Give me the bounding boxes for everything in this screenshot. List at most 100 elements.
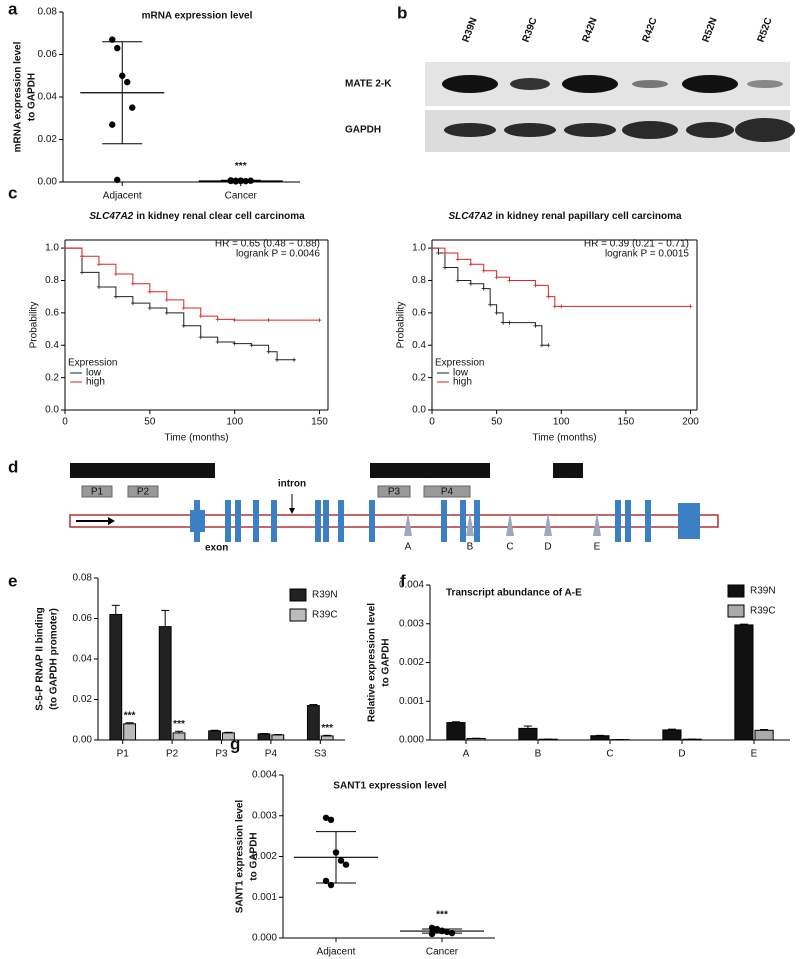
blot-band: [747, 80, 783, 88]
survival-step: [149, 307, 168, 313]
legend-title: Expression: [68, 358, 117, 369]
x-tick-label: 0: [62, 417, 68, 428]
exon: [460, 500, 466, 542]
survival-step: [490, 304, 498, 313]
primer-box: [377, 485, 411, 498]
y-tick-label: 0.000: [399, 735, 424, 746]
x-tick-label: 0: [429, 417, 435, 428]
transcript-label: E: [594, 542, 601, 553]
annotation: HR = 0.39 (0.21 − 0.71): [584, 239, 689, 250]
x-tick-label: 150: [618, 417, 635, 428]
data-point: [109, 36, 116, 43]
survival-step: [183, 307, 202, 317]
y-axis-label: SANT1 expression level: [235, 800, 246, 914]
survival-step: [98, 286, 117, 297]
legend-label: low: [453, 368, 469, 379]
title-text: in kidney renal papillary cell carcinoma: [495, 211, 682, 222]
bar: [123, 723, 137, 741]
survival-step: [535, 325, 543, 346]
data-point: [124, 78, 131, 86]
censor-mark: [546, 343, 551, 348]
y-tick-label: 0.6: [412, 307, 426, 318]
panel-label: f: [400, 571, 406, 590]
bar: [257, 733, 271, 741]
y-tick-label: 0.0: [412, 405, 426, 416]
data-point: [327, 816, 335, 824]
lane-label: R52C: [756, 16, 775, 44]
y-tick-label: 1.0: [412, 243, 426, 254]
exon: [235, 500, 241, 542]
bar: [172, 732, 186, 741]
y-axis-label: to GAPDH: [249, 832, 260, 880]
bar: [734, 624, 754, 741]
survival-step: [65, 247, 83, 257]
transcript-marker: [593, 512, 601, 536]
blot-band: [510, 78, 550, 90]
survival-step: [496, 276, 511, 281]
survival-step: [535, 284, 549, 297]
segment-box: [553, 463, 583, 478]
chart-title: mRNA expression level: [142, 11, 253, 22]
lane-label: R39C: [521, 16, 540, 44]
promoter-arrow-head: [108, 517, 115, 525]
survival-step: [251, 344, 270, 352]
y-tick-label: 0.08: [38, 7, 58, 18]
y-tick-label: 0.004: [399, 580, 424, 591]
y-tick-label: 0.2: [412, 372, 426, 383]
panel-label: c: [8, 183, 17, 202]
legend-swatch: [727, 584, 745, 598]
x-axis-label: Time (months): [164, 433, 228, 444]
y-tick-label: 0.003: [399, 618, 424, 629]
exon: [253, 500, 259, 542]
data-point: [322, 814, 330, 821]
legend-label: high: [86, 377, 105, 388]
segment-box: [370, 463, 490, 478]
y-tick-label: 0.06: [73, 613, 93, 624]
x-tick-label: P1: [117, 749, 130, 760]
survival-step: [81, 271, 100, 287]
survival-step: [444, 267, 459, 281]
x-tick-label: 100: [553, 417, 570, 428]
y-tick-label: 0.001: [399, 696, 424, 707]
transcript-label: C: [506, 542, 513, 553]
bar: [222, 732, 235, 741]
legend-swatch: [289, 608, 307, 622]
survival-step: [200, 336, 219, 342]
transcript-label: B: [467, 542, 474, 553]
y-axis-label: S-5-P RNAP II binding: [35, 607, 46, 711]
significance: ***: [124, 710, 136, 721]
row-label: MATE 2-K: [345, 79, 392, 90]
exon: [625, 500, 631, 542]
y-tick-label: 0.08: [73, 573, 93, 584]
survival-step: [115, 273, 134, 284]
x-tick-label: 50: [144, 417, 156, 428]
legend-label: high: [453, 377, 472, 388]
legend-swatch: [289, 588, 307, 602]
bar: [320, 735, 334, 741]
primer-label: P1: [91, 487, 104, 498]
blot-band: [442, 75, 498, 93]
exon: [678, 503, 700, 539]
intron-label: intron: [278, 479, 306, 490]
legend-label: R39N: [312, 590, 338, 601]
y-tick-label: 0.001: [252, 892, 277, 903]
transcript-marker: [466, 512, 474, 536]
data-point: [342, 861, 350, 868]
survival-step: [509, 279, 536, 286]
panel-label: a: [8, 0, 18, 18]
data-point: [337, 857, 345, 864]
survival-step: [132, 283, 151, 292]
transcript-label: A: [405, 542, 412, 553]
y-tick-label: 0.4: [45, 340, 59, 351]
y-tick-label: 0.00: [38, 177, 58, 188]
survival-step: [132, 302, 151, 308]
y-tick-label: 0.00: [73, 735, 93, 746]
survival-step: [217, 341, 236, 344]
exon: [190, 510, 205, 532]
legend-label: R39N: [750, 586, 776, 597]
survival-step: [496, 312, 504, 323]
survival-step: [268, 351, 278, 360]
y-axis-label: Probability: [396, 302, 407, 349]
segment-box: [70, 463, 215, 478]
chart-title: SLC47A2 in kidney renal papillary cell ca…: [448, 211, 682, 222]
